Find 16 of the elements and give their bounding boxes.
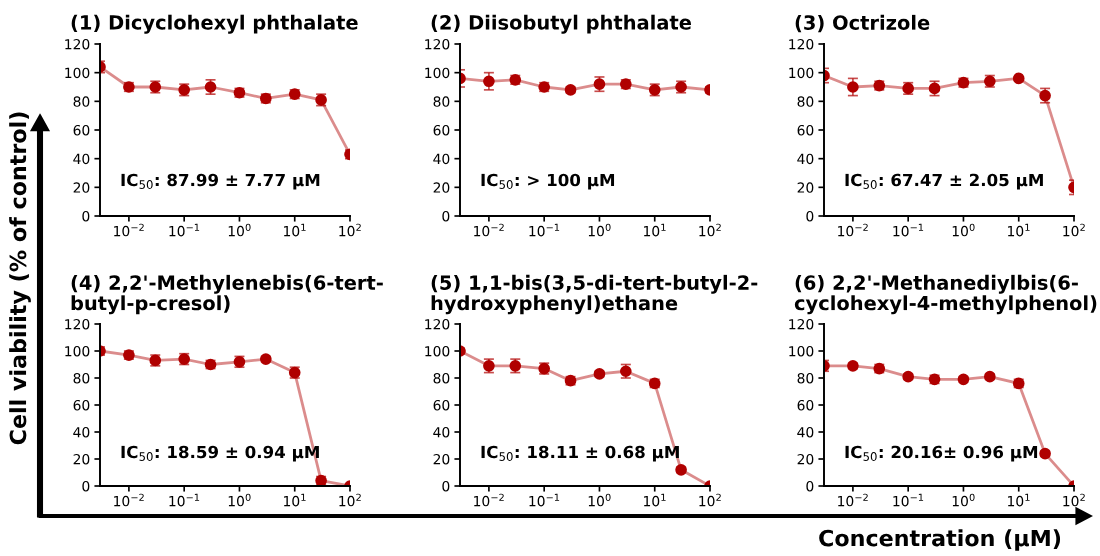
x-axis-title: Concentration (μM) [819,529,1061,551]
chart-title: (5) 1,1-bis(3,5-di-tert-butyl-2-hydroxyphenyl)ethane [431,274,758,315]
chart-title: (1) Dicyclohexyl phthalate [71,14,358,34]
chart-title: (2) Diisobutyl phthalate [431,14,691,34]
chart-title: (3) Octrizole [795,14,930,33]
annotation: IC$_{50}$: 20.16± 0.96 μM [845,445,1038,462]
annotation: IC$_{50}$: 67.47 ± 2.05 μM [845,173,1043,190]
annotation: IC$_{50}$: > 100 μM [481,173,615,190]
y-axis-title: Cell viability (% of control) [9,112,31,445]
annotation: IC$_{50}$: 18.59 ± 0.94 μM [121,445,319,462]
chart-title: (6) 2,2'-Methanediylbis(6-cyclohexyl-4-methylphenol) [794,274,1097,315]
chart-title: (4) 2,2'-Methylenebis(6-tert-butyl-p-cresol) [71,274,383,315]
annotation: IC$_{50}$: 87.99 ± 7.77 μM [121,173,320,190]
point [847,81,859,93]
annotation: IC$_{50}$: 18.11 ± 0.68 μM [481,445,679,462]
point [1012,72,1025,85]
